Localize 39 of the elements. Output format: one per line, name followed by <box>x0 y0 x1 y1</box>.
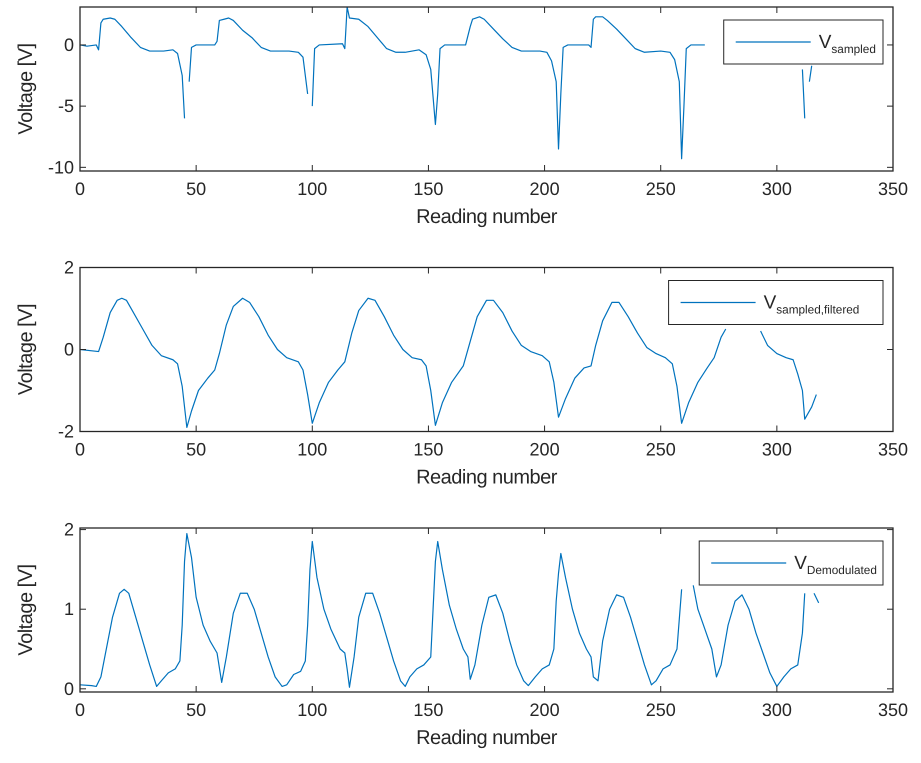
x-tick-label: 150 <box>413 440 444 460</box>
y-tick-label: 0 <box>64 678 74 699</box>
y-tick-label: 1 <box>64 599 74 620</box>
x-tick-label: 350 <box>878 179 908 199</box>
legend-label: V$_{sampled,filtered}$ <box>764 292 860 317</box>
y-tick-label: 0 <box>64 34 74 55</box>
x-tick-label: 300 <box>762 179 792 199</box>
legend-label: V$_{sampled}$ <box>818 32 876 56</box>
x-tick-label: 250 <box>646 179 676 199</box>
y-axis-title: Voltage [V] <box>15 43 37 135</box>
y-axis-title: Voltage [V] <box>15 304 37 396</box>
y-tick-label: 0 <box>64 340 74 360</box>
x-tick-label: 50 <box>186 179 206 199</box>
x-axis-title: Reading number <box>416 466 558 488</box>
y-tick-label: -10 <box>48 157 74 178</box>
x-tick-label: 200 <box>530 700 560 720</box>
x-tick-label: 350 <box>878 700 908 720</box>
x-tick-label: 350 <box>878 440 908 460</box>
x-tick-label: 200 <box>530 179 560 199</box>
x-tick-label: 100 <box>297 179 328 199</box>
x-tick-label: 300 <box>762 700 792 720</box>
y-tick-label: 2 <box>64 258 74 278</box>
y-tick-label: 2 <box>64 520 74 540</box>
y-axis-title: Voltage [V] <box>15 564 37 656</box>
x-axis-title: Reading number <box>416 727 558 749</box>
legend-label: V$_{Demodulated}$ <box>794 553 877 578</box>
x-tick-label: 50 <box>186 700 206 720</box>
x-tick-label: 300 <box>762 440 792 460</box>
x-tick-label: 200 <box>530 440 560 460</box>
x-tick-label: 150 <box>413 179 444 199</box>
y-tick-label: -2 <box>58 422 74 442</box>
x-tick-label: 250 <box>646 440 676 460</box>
x-tick-label: 250 <box>646 700 676 720</box>
x-axis-title: Reading number <box>416 206 558 228</box>
y-tick-label: -5 <box>58 96 74 116</box>
x-tick-label: 100 <box>297 700 328 720</box>
x-tick-label: 100 <box>297 440 328 460</box>
x-tick-label: 50 <box>186 440 206 460</box>
x-tick-label: 150 <box>413 700 444 720</box>
